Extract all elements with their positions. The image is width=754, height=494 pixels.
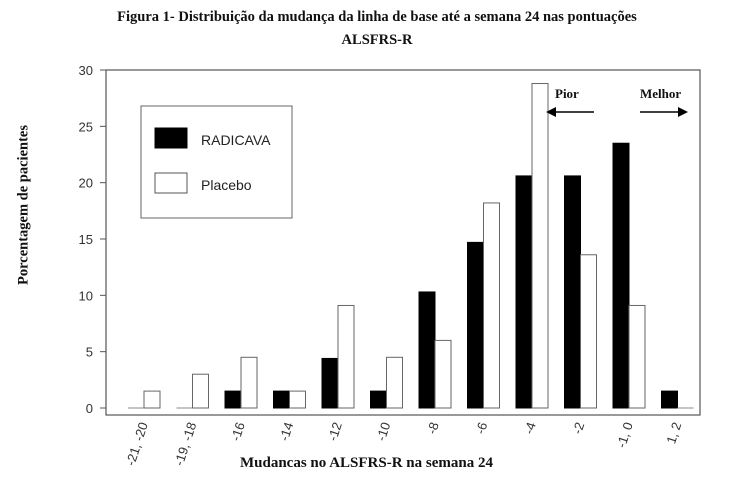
x-tick-label: -4 (521, 420, 539, 436)
bar-placebo (289, 390, 306, 409)
bar-radicava (612, 142, 630, 409)
bar-radicava (224, 390, 242, 409)
y-tick-label: 25 (79, 119, 93, 134)
bar-placebo (531, 83, 549, 409)
y-tick-label: 10 (79, 288, 93, 303)
y-tick-label: 5 (86, 345, 93, 360)
bar-radicava (661, 390, 678, 409)
bar-placebo (337, 304, 355, 409)
bars (128, 83, 694, 409)
arrow-left-head (546, 107, 556, 117)
y-tick-label: 0 (86, 401, 93, 416)
annotation-melhor: Melhor (640, 86, 688, 117)
bar-placebo (580, 254, 597, 409)
bar-placebo (434, 339, 452, 409)
y-tick-label: 30 (79, 63, 93, 78)
legend-swatch-placebo (154, 172, 188, 194)
x-tick-label: -14 (276, 420, 296, 443)
bar-placebo (483, 202, 500, 409)
y-axis: 0 5 10 15 20 25 30 (79, 63, 106, 416)
plot-frame (105, 69, 701, 416)
bar-radicava (467, 241, 484, 409)
bar-radicava (515, 175, 533, 409)
bar-placebo (240, 356, 258, 409)
y-tick-label: 15 (79, 232, 93, 247)
x-tick-label: -21, -20 (123, 420, 151, 467)
legend: RADICAVA Placebo (140, 105, 293, 219)
arrow-right-head (678, 107, 688, 117)
chart-title-line-2: ALSFRS-R (341, 32, 413, 48)
x-tick-label: -19, -18 (171, 420, 199, 467)
x-axis: -21, -20 -19, -18 -16 -14 -12 -10 -8 -6 -4 -2 -1, … (123, 420, 685, 467)
x-axis-label: Mudancas no ALSFRS-R na semana 24 (240, 455, 493, 471)
x-tick-label: -6 (473, 420, 491, 436)
legend-swatch-radicava (154, 127, 188, 149)
legend-box (140, 105, 293, 219)
bar-placebo (192, 373, 209, 409)
bar-radicava (370, 390, 387, 409)
bar-radicava (273, 390, 290, 409)
bar-placebo (628, 304, 646, 409)
x-tick-label: -8 (424, 420, 442, 436)
bar-radicava (418, 291, 436, 409)
legend-label-placebo: Placebo (201, 177, 252, 193)
bar-placebo (143, 390, 161, 409)
x-tick-label: -10 (373, 420, 393, 443)
y-tick-label: 20 (79, 176, 93, 191)
x-tick-label: -1, 0 (614, 420, 636, 449)
legend-label-radicava: RADICAVA (201, 132, 271, 148)
chart-title-line-1: Figura 1- Distribuição da mudança da lin… (117, 9, 637, 25)
x-tick-label: -12 (325, 420, 345, 443)
x-tick-label: -16 (228, 420, 248, 443)
annotation-pior: Pior (546, 86, 594, 117)
bar-radicava (321, 357, 339, 409)
annotation-melhor-text: Melhor (640, 86, 681, 101)
x-tick-label: 1, 2 (663, 420, 684, 445)
annotation-pior-text: Pior (555, 86, 579, 101)
bar-radicava (564, 175, 581, 409)
bar-placebo (386, 356, 403, 409)
x-tick-label: -2 (570, 420, 588, 436)
